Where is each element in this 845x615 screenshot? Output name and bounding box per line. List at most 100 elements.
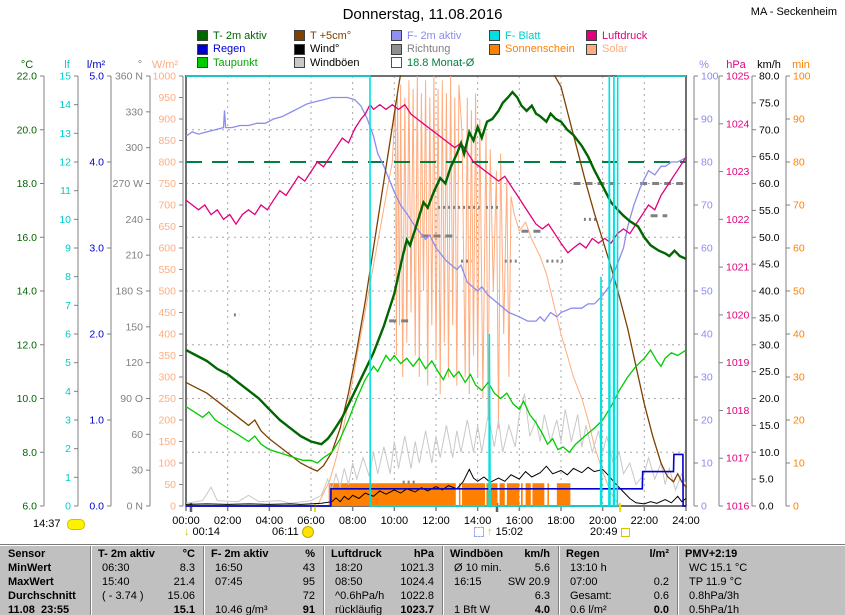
series-sonnenschein: [462, 483, 485, 506]
legend-swatch-icon: [586, 30, 597, 41]
table-text: Gesamt:: [570, 590, 612, 602]
svg-text:06:00: 06:00: [297, 515, 325, 527]
svg-text:30: 30: [793, 372, 805, 384]
svg-text:7: 7: [65, 300, 71, 312]
weather-chart: 22.020.018.016.014.012.010.08.06.0°C1514…: [17, 59, 811, 527]
legend-label: T- 2m aktiv: [213, 29, 267, 42]
series-solar: [316, 75, 620, 507]
svg-text:15.0: 15.0: [759, 420, 780, 432]
legend-label: Solar: [602, 43, 628, 55]
svg-text:600: 600: [158, 243, 176, 255]
svg-text:90: 90: [701, 114, 713, 126]
sunrise-time: 06:11: [272, 526, 299, 538]
svg-text:16:00: 16:00: [506, 515, 534, 527]
svg-text:300: 300: [125, 142, 143, 154]
svg-text:km/h: km/h: [757, 59, 781, 71]
svg-text:25.0: 25.0: [759, 366, 780, 378]
legend-label: Windböen: [310, 56, 360, 69]
svg-text:°: °: [138, 59, 142, 71]
svg-text:22:00: 22:00: [631, 515, 659, 527]
legend-item-f-blatt[interactable]: F- Blatt: [489, 29, 541, 42]
table-value: 95: [302, 576, 315, 588]
svg-text:50: 50: [701, 286, 713, 298]
svg-text:22.0: 22.0: [17, 71, 38, 83]
svg-text:650: 650: [158, 221, 176, 233]
legend-label: 18.8 Monat-Ø: [407, 56, 475, 69]
svg-text:9: 9: [65, 243, 71, 255]
legend-label: Taupunkt: [213, 56, 258, 69]
table-text: ( - 3.74 ): [102, 590, 144, 602]
svg-text:700: 700: [158, 200, 176, 212]
table-text: MaxWert: [8, 576, 54, 588]
svg-text:20:00: 20:00: [589, 515, 617, 527]
svg-text:4.0: 4.0: [89, 157, 104, 169]
svg-text:20: 20: [701, 415, 713, 427]
legend-item-taupunkt[interactable]: Taupunkt: [197, 56, 258, 69]
svg-text:1019: 1019: [726, 357, 750, 369]
svg-text:l/m²: l/m²: [87, 59, 106, 71]
table-value: 1022.8: [400, 590, 434, 602]
legend-item-windb-en[interactable]: Windböen: [294, 56, 360, 69]
svg-text:240: 240: [125, 214, 143, 226]
svg-text:1.0: 1.0: [89, 415, 104, 427]
series-sonnenschein: [458, 483, 461, 506]
legend-swatch-icon: [197, 57, 208, 68]
legend-label: F- Blatt: [505, 29, 541, 42]
legend-item-luftdruck[interactable]: Luftdruck: [586, 30, 647, 42]
svg-text:270 W: 270 W: [113, 178, 143, 190]
table-text: 18:20: [335, 562, 363, 574]
svg-text:%: %: [699, 59, 709, 71]
table-text: 16:15: [454, 576, 482, 588]
table-text: 16:50: [215, 562, 243, 574]
table-value: 43: [302, 562, 315, 574]
legend-item-solar[interactable]: Solar: [586, 43, 628, 55]
svg-text:500: 500: [158, 286, 176, 298]
svg-text:1022: 1022: [726, 214, 750, 226]
legend-item-regen[interactable]: Regen: [197, 43, 246, 55]
table-text: 10.46 g/m³: [215, 604, 268, 615]
svg-text:1024: 1024: [726, 118, 750, 130]
series-regen: [186, 453, 686, 507]
legend-label: Regen: [213, 43, 246, 55]
table-text: 07:45: [215, 576, 243, 588]
table-value: 1024.4: [400, 576, 434, 588]
svg-text:180 S: 180 S: [116, 286, 143, 298]
legend-item-f-2m-aktiv[interactable]: F- 2m aktiv: [391, 30, 461, 42]
table-text: WC 15.1 °C: [689, 562, 748, 574]
series-sonnenschein: [547, 483, 549, 506]
svg-text:360 N: 360 N: [115, 71, 143, 83]
svg-text:40: 40: [793, 329, 805, 341]
table-value: 72: [302, 590, 315, 602]
svg-text:10: 10: [793, 458, 805, 470]
svg-text:20: 20: [793, 415, 805, 427]
legend-item-wind-[interactable]: Wind°: [294, 43, 339, 55]
svg-text:70: 70: [793, 200, 805, 212]
sunset-square-icon: [620, 527, 630, 537]
table-value: %: [305, 548, 315, 560]
svg-text:15: 15: [59, 71, 71, 83]
svg-text:6: 6: [65, 329, 71, 341]
status-time-label: 14:37: [33, 518, 61, 530]
legend-swatch-icon: [197, 30, 208, 41]
legend-swatch-icon: [489, 43, 500, 55]
table-separator: [558, 546, 560, 615]
svg-text:3: 3: [65, 415, 71, 427]
moonrise-arrow-icon: ↑: [487, 526, 493, 538]
legend-item-sonnenschein[interactable]: Sonnenschein: [489, 43, 575, 55]
svg-text:100: 100: [701, 71, 719, 83]
svg-text:0.0: 0.0: [89, 501, 104, 513]
svg-text:10.0: 10.0: [759, 447, 780, 459]
svg-text:450: 450: [158, 307, 176, 319]
series-sonnenschein: [525, 483, 531, 506]
svg-text:24:00: 24:00: [672, 515, 700, 527]
legend-item-18-8-monat-[interactable]: 18.8 Monat-Ø: [391, 56, 475, 69]
svg-text:12: 12: [59, 157, 71, 169]
legend-item-t-5cm-[interactable]: T +5cm°: [294, 30, 351, 42]
legend-item-t-2m-aktiv[interactable]: T- 2m aktiv: [197, 29, 267, 42]
legend-item-richtung[interactable]: Richtung: [391, 43, 450, 55]
svg-text:1021: 1021: [726, 262, 750, 274]
svg-text:0: 0: [65, 501, 71, 513]
svg-text:10.0: 10.0: [17, 393, 38, 405]
station-name: MA - Seckenheim: [750, 6, 837, 18]
